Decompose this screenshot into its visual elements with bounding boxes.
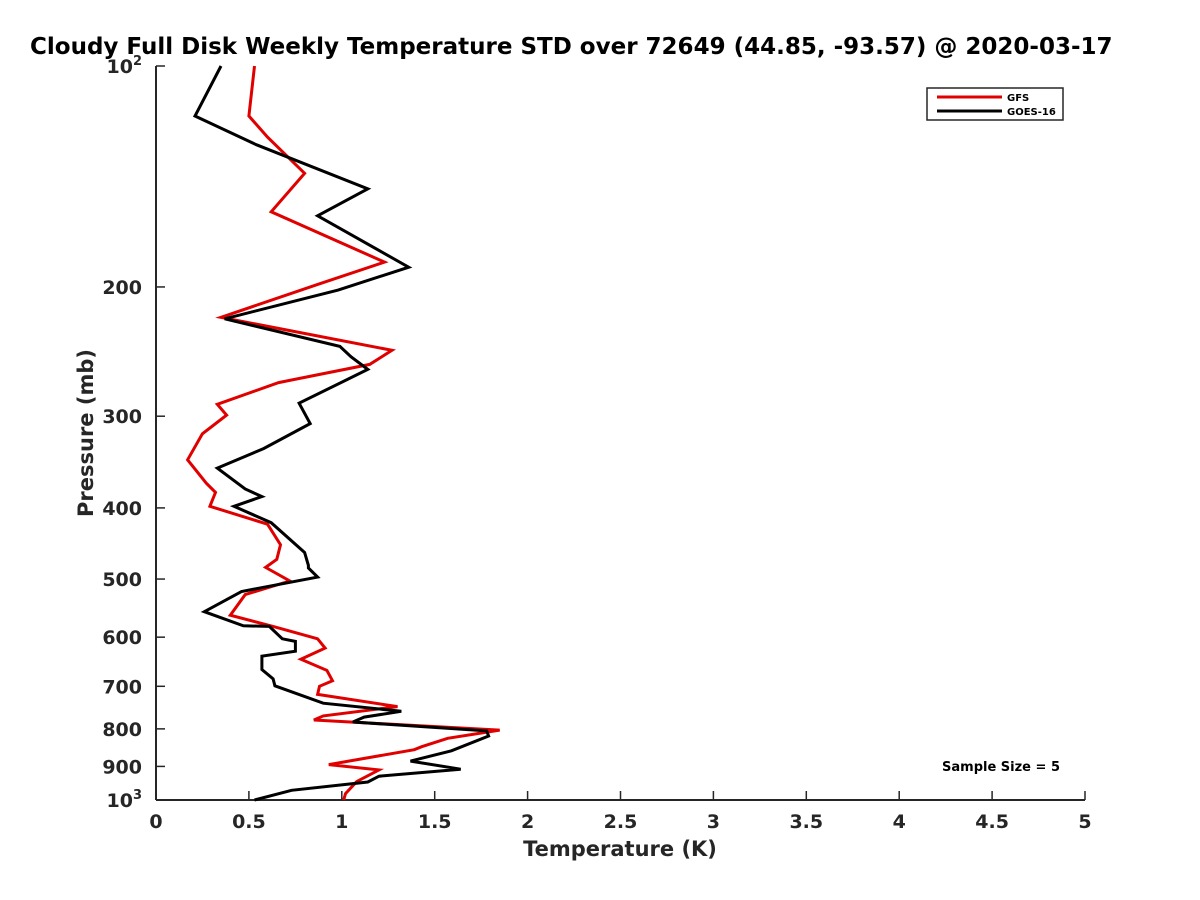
y-tick-label: 200	[102, 277, 142, 299]
legend: GFS GOES-16	[926, 87, 1064, 121]
y-tick-label: 700	[102, 676, 142, 698]
x-tick-label: 3.5	[789, 811, 823, 833]
x-tick-label: 1	[335, 811, 348, 833]
y-tick-label: 300	[102, 406, 142, 428]
x-tick-label: 0.5	[232, 811, 266, 833]
series-layer	[185, 65, 500, 802]
legend-label: GFS	[1007, 93, 1029, 104]
x-tick-label: 0	[149, 811, 162, 833]
x-tick-label: 5	[1078, 811, 1091, 833]
x-tick-label: 4	[893, 811, 906, 833]
y-tick-label: 600	[102, 627, 142, 649]
legend-label: GOES-16	[1007, 107, 1056, 118]
y-tick-label: 400	[102, 498, 142, 520]
axes: 0 0.5 1 1.5 2 2.5 3 3.5 4 4.5 5 102 200 300 400 500 600 7…	[102, 54, 1091, 833]
y-tick-label: 500	[102, 569, 142, 591]
legend-box	[926, 87, 1064, 121]
x-tick-label: 4.5	[975, 811, 1009, 833]
y-tick-label: 800	[102, 719, 142, 741]
y-axis-label: Pressure (mb)	[74, 349, 98, 517]
x-axis-label: Temperature (K)	[523, 837, 717, 861]
x-tick-label: 1.5	[418, 811, 452, 833]
x-tick-label: 2.5	[604, 811, 638, 833]
series-line-gfs	[185, 65, 500, 801]
chart-title: Cloudy Full Disk Weekly Temperature STD …	[30, 34, 1113, 60]
y-tick-label: 103	[107, 788, 143, 812]
x-tick-label: 2	[521, 811, 534, 833]
y-tick-label: 102	[107, 54, 143, 78]
x-tick-label: 3	[707, 811, 720, 833]
y-tick-label: 900	[102, 756, 142, 778]
series-line-goes-16	[192, 65, 491, 802]
sample-size-annotation: Sample Size = 5	[942, 760, 1060, 775]
